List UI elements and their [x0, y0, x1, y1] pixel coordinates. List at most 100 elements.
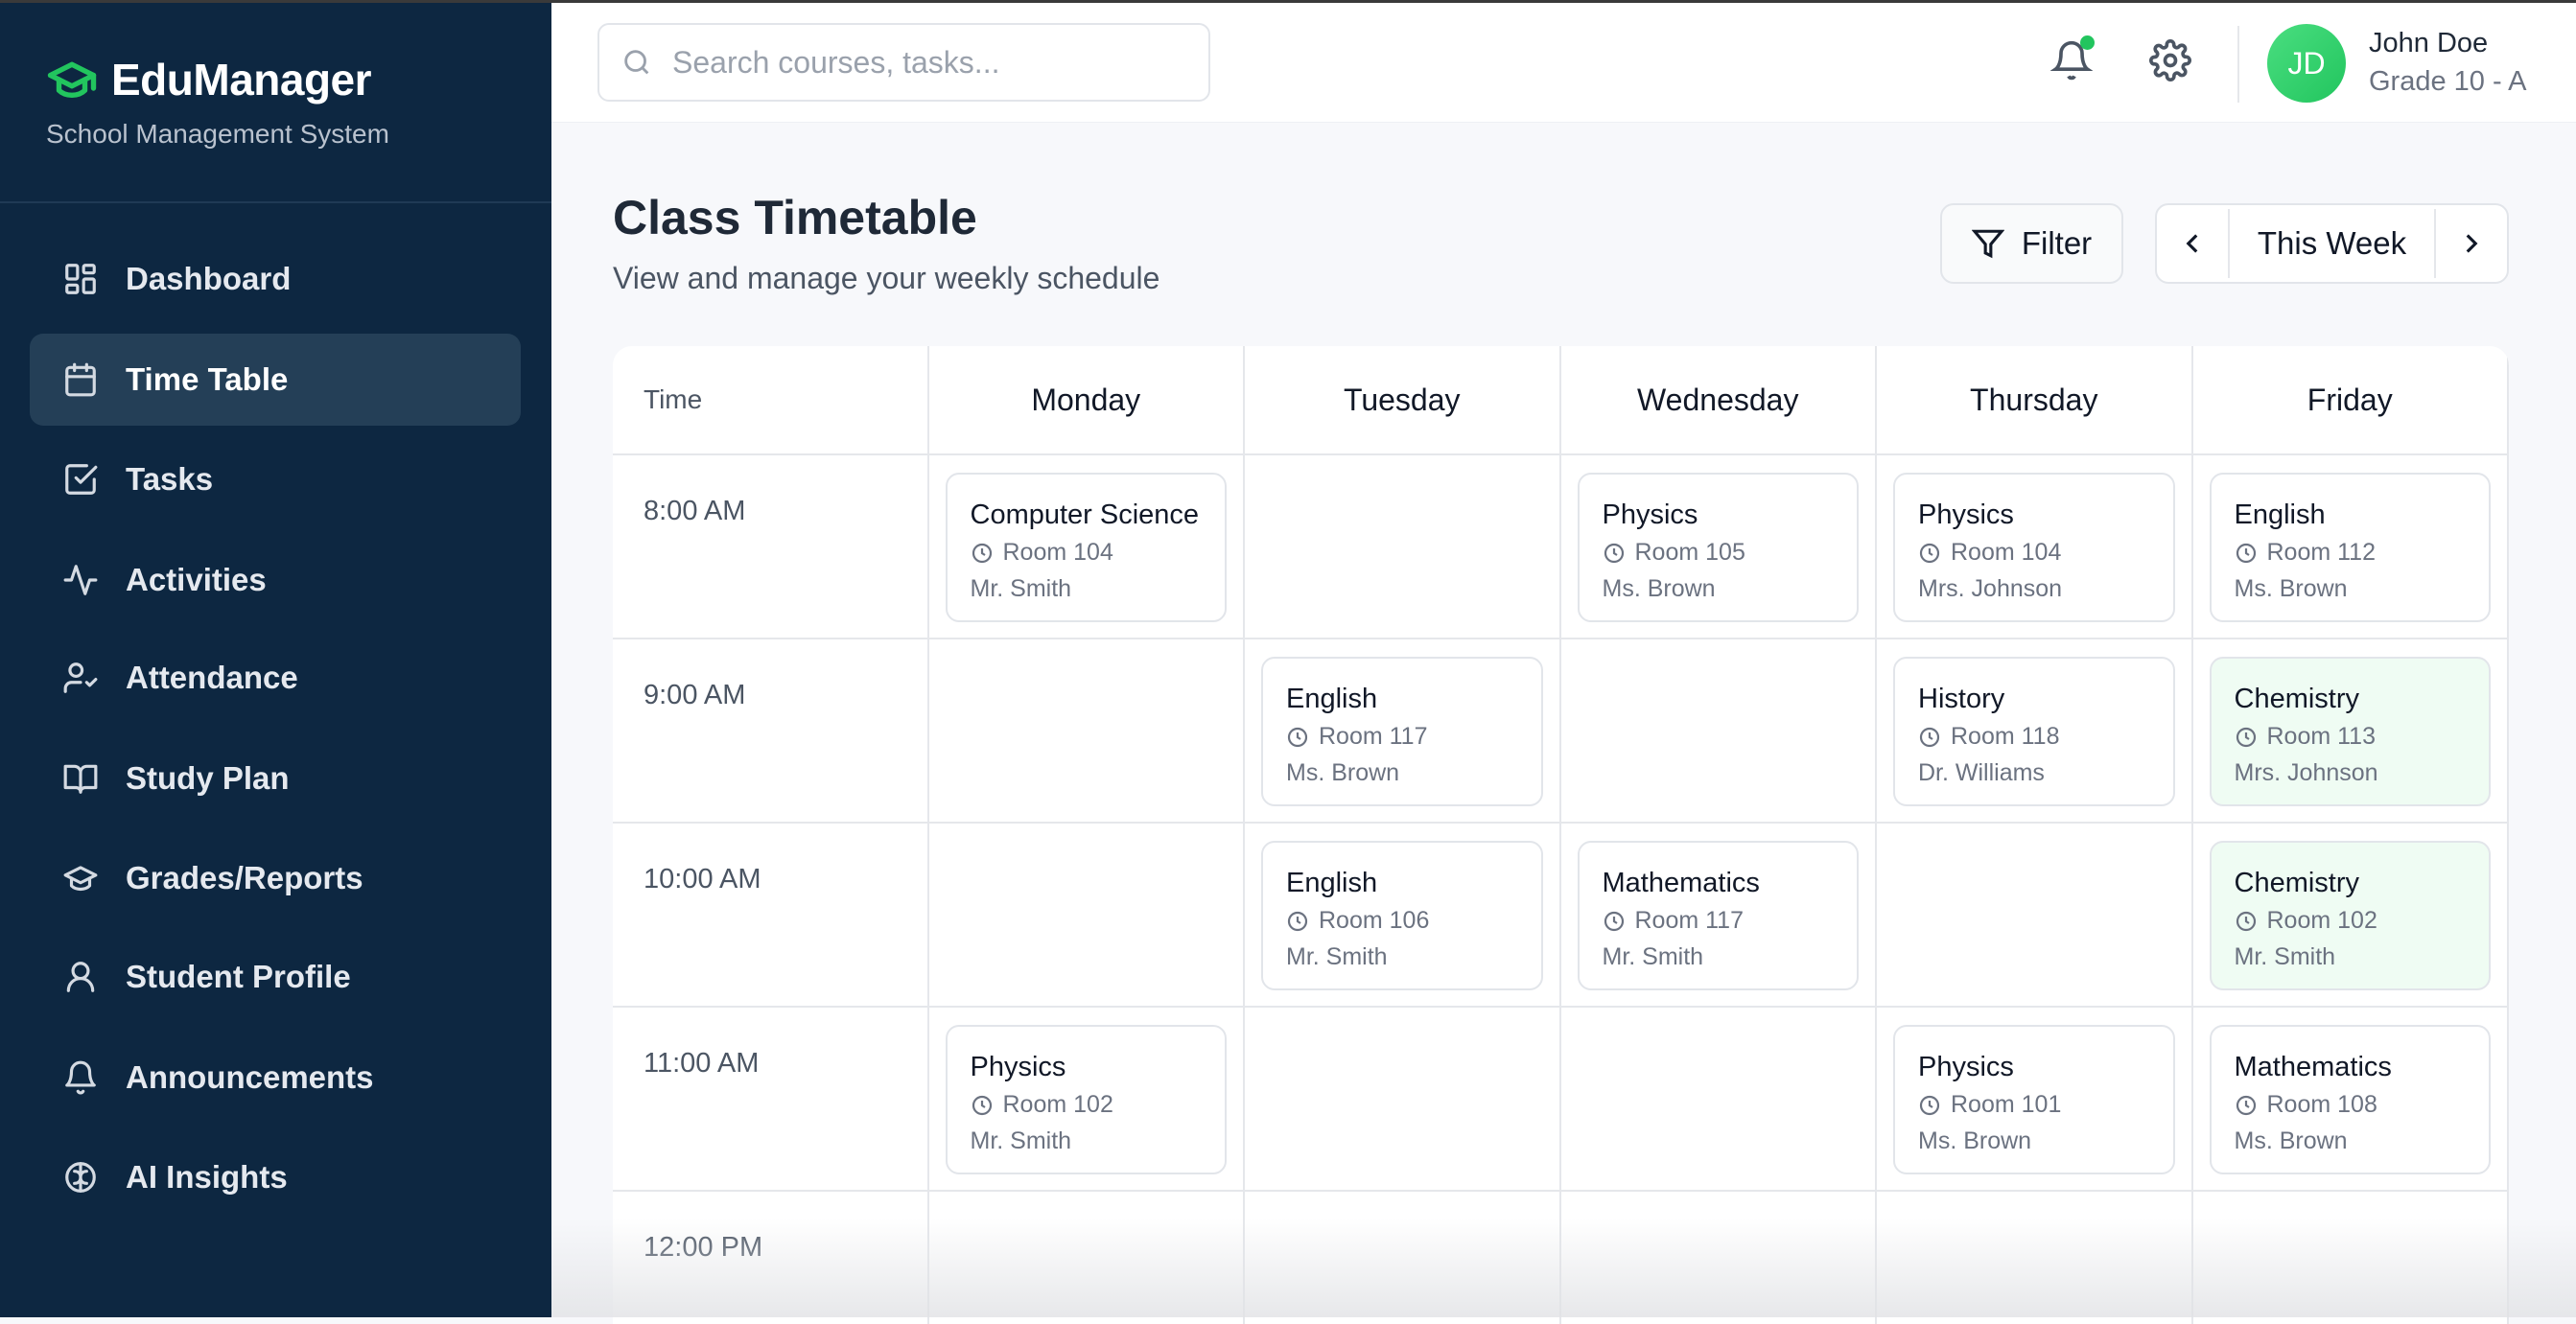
sidebar-item-time-table[interactable]: Time Table [30, 334, 521, 426]
time-slot-label: 8:00 AM [613, 455, 929, 639]
timetable-cell[interactable] [1877, 824, 2193, 1008]
timetable-cell[interactable] [1560, 639, 1877, 824]
timetable-cell[interactable] [1560, 1008, 1877, 1192]
next-week-button[interactable] [2436, 205, 2507, 282]
graduation-cap-logo-icon [47, 61, 97, 99]
timetable-cell[interactable]: English Room 106 Mr. Smith [1245, 824, 1561, 1008]
sidebar-item-activities[interactable]: Activities [30, 534, 521, 626]
user-name: John Doe [2369, 28, 2489, 58]
timetable-cell[interactable] [1877, 1192, 2193, 1324]
class-room: Room 108 [2266, 1091, 2377, 1118]
book-open-icon [63, 764, 98, 794]
class-card[interactable]: English Room 106 Mr. Smith [1261, 841, 1543, 990]
search-box[interactable] [597, 23, 1210, 102]
sidebar-divider [0, 201, 551, 203]
class-card[interactable]: English Room 117 Ms. Brown [1261, 657, 1543, 806]
header-divider [2237, 26, 2239, 103]
sidebar-item-dashboard[interactable]: Dashboard [30, 233, 521, 325]
class-subject: English [2234, 499, 2326, 530]
notifications-button[interactable] [2049, 35, 2095, 81]
filter-button[interactable]: Filter [1940, 203, 2123, 284]
timetable-cell[interactable]: Physics Room 101 Ms. Brown [1877, 1008, 2193, 1192]
class-subject: Chemistry [2234, 684, 2360, 714]
timetable-cell[interactable]: Chemistry Room 102 Mr. Smith [2192, 824, 2509, 1008]
sidebar: EduManager School Management System Dash… [0, 0, 551, 1317]
timetable-cell[interactable] [2193, 1192, 2509, 1324]
timetable-cell[interactable] [928, 639, 1245, 824]
timetable-cell[interactable]: Physics Room 104 Mrs. Johnson [1877, 455, 2193, 639]
class-card[interactable]: English Room 112 Ms. Brown [2209, 473, 2491, 622]
chevron-right-icon [2466, 234, 2478, 253]
top-header: JD John Doe Grade 10 - A [551, 3, 2576, 123]
class-room: Room 102 [1002, 1091, 1113, 1118]
brand[interactable]: EduManager [46, 54, 372, 105]
timetable-cell[interactable]: Mathematics Room 117 Mr. Smith [1560, 824, 1877, 1008]
class-card[interactable]: Mathematics Room 108 Ms. Brown [2209, 1025, 2491, 1174]
class-room: Room 117 [1634, 907, 1745, 934]
class-subject: Physics [970, 1052, 1066, 1082]
graduation-cap-icon [63, 866, 98, 892]
timetable-cell[interactable] [929, 1192, 1245, 1324]
class-teacher: Mr. Smith [1602, 943, 1704, 970]
class-card[interactable]: History Room 118 Dr. Williams [1893, 657, 2175, 806]
class-card[interactable]: Chemistry Room 102 Mr. Smith [2209, 841, 2491, 990]
user-grade: Grade 10 - A [2369, 66, 2527, 97]
class-subject: Mathematics [2234, 1052, 2392, 1082]
class-subject: Physics [1918, 499, 2014, 530]
class-room: Room 106 [1319, 907, 1430, 934]
sidebar-item-study-plan[interactable]: Study Plan [30, 732, 521, 825]
time-slot-label: 11:00 AM [613, 1008, 929, 1192]
class-room: Room 102 [2266, 907, 2377, 934]
class-card[interactable]: Physics Room 101 Ms. Brown [1893, 1025, 2175, 1174]
sidebar-item-grades-reports[interactable]: Grades/Reports [30, 832, 521, 924]
timetable-cell[interactable]: Computer Science Room 104 Mr. Smith [928, 455, 1245, 639]
timetable-cell[interactable]: Mathematics Room 108 Ms. Brown [2192, 1008, 2509, 1192]
class-card[interactable]: Physics Room 105 Ms. Brown [1577, 473, 1859, 622]
class-subject: English [1286, 684, 1378, 714]
notification-dot [2080, 35, 2095, 50]
sidebar-item-label: Time Table [126, 361, 289, 397]
filter-icon [1971, 229, 2004, 259]
timetable-cell[interactable] [1561, 1192, 1877, 1324]
timetable-cell[interactable] [928, 824, 1245, 1008]
chevron-left-icon [2186, 234, 2198, 253]
class-card[interactable]: Physics Room 104 Mrs. Johnson [1893, 473, 2175, 622]
class-teacher: Mr. Smith [2234, 943, 2336, 970]
current-week-label[interactable]: This Week [2228, 209, 2436, 278]
class-teacher: Dr. Williams [1918, 759, 2045, 786]
bell-icon [2049, 40, 2094, 81]
settings-button[interactable] [2149, 39, 2191, 81]
class-card[interactable]: Computer Science Room 104 Mr. Smith [945, 473, 1227, 622]
timetable-cell[interactable]: English Room 117 Ms. Brown [1245, 639, 1561, 824]
class-room: Room 105 [1634, 539, 1745, 566]
class-card[interactable]: Mathematics Room 117 Mr. Smith [1577, 841, 1859, 990]
class-card[interactable]: Physics Room 102 Mr. Smith [945, 1025, 1227, 1174]
search-input[interactable] [672, 44, 1190, 81]
timetable-cell[interactable] [1245, 455, 1561, 639]
timetable-cell[interactable]: Physics Room 105 Ms. Brown [1560, 455, 1877, 639]
previous-week-button[interactable] [2157, 205, 2228, 282]
class-room: Room 101 [1951, 1091, 2062, 1118]
class-teacher: Mrs. Johnson [1918, 575, 2063, 602]
sidebar-item-announcements[interactable]: Announcements [30, 1032, 521, 1124]
class-subject: History [1918, 684, 2005, 714]
sidebar-item-ai-insights[interactable]: AI Insights [30, 1131, 521, 1223]
sidebar-item-student-profile[interactable]: Student Profile [30, 931, 521, 1023]
class-teacher: Mr. Smith [970, 575, 1072, 602]
timetable-cell[interactable]: English Room 112 Ms. Brown [2192, 455, 2509, 639]
timetable-cell[interactable] [1245, 1192, 1561, 1324]
class-subject: Computer Science [970, 499, 1200, 530]
timetable-cell[interactable]: Chemistry Room 113 Mrs. Johnson [2192, 639, 2509, 824]
class-subject: Physics [1602, 499, 1698, 530]
time-slot-label: 9:00 AM [613, 639, 929, 824]
sidebar-item-attendance[interactable]: Attendance [30, 632, 521, 724]
class-teacher: Ms. Brown [1286, 759, 1400, 786]
class-room: Room 104 [1951, 539, 2062, 566]
search-icon [624, 50, 649, 75]
avatar[interactable]: JD [2267, 24, 2346, 103]
sidebar-item-tasks[interactable]: Tasks [30, 433, 521, 525]
timetable-cell[interactable]: History Room 118 Dr. Williams [1877, 639, 2193, 824]
timetable-cell[interactable] [1245, 1008, 1561, 1192]
class-card[interactable]: Chemistry Room 113 Mrs. Johnson [2209, 657, 2491, 806]
timetable-cell[interactable]: Physics Room 102 Mr. Smith [928, 1008, 1245, 1192]
